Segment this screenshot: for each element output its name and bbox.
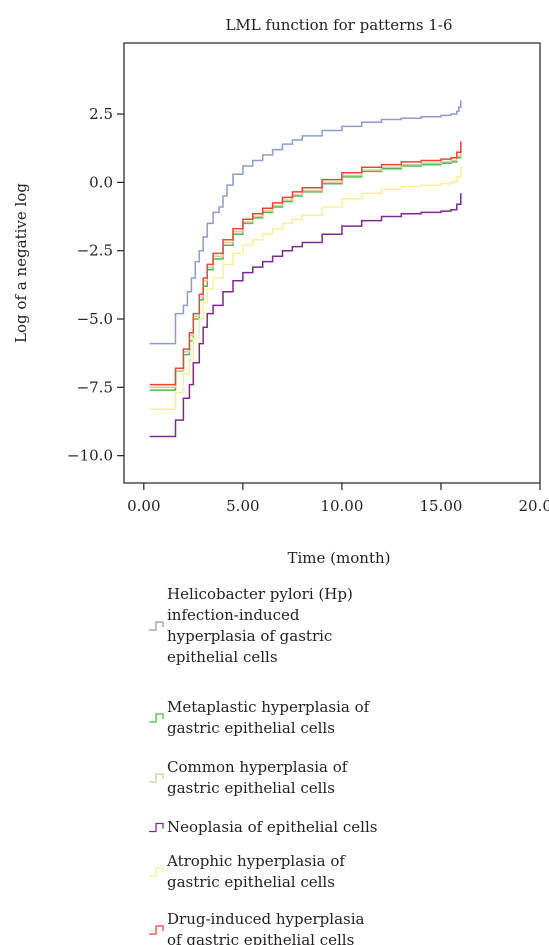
y-axis-title: Log of a negative log: [12, 183, 30, 343]
legend-key-1: [149, 621, 164, 631]
x-tick-label: 20.00: [519, 497, 549, 515]
legend-key-6: [149, 925, 164, 935]
legend: Helicobacter pylori (Hp) infection-induce…: [149, 585, 377, 945]
y-tick-label: 2.5: [89, 105, 113, 123]
legend-label-1: epithelial cells: [167, 648, 278, 666]
legend-key-4: [149, 822, 164, 833]
series-line-4: [149, 193, 462, 438]
plot-area: [123, 42, 541, 484]
x-tick-label: 5.00: [226, 497, 259, 515]
y-tick-label: −10.0: [67, 447, 113, 465]
legend-label-1: infection-induced: [167, 606, 300, 624]
series-line-2: [149, 149, 462, 391]
series-layer: [149, 100, 462, 438]
x-axis: 0.00 5.00 10.00 15.00 20.00: [127, 483, 549, 515]
y-tick-label: −2.5: [77, 242, 113, 260]
x-tick-label: 0.00: [127, 497, 160, 515]
series-line-5: [149, 166, 462, 410]
legend-label-1: Helicobacter pylori (Hp): [167, 585, 353, 603]
legend-label-6: Drug-induced hyperplasia: [167, 910, 365, 928]
series-line-3: [149, 146, 462, 389]
y-axis: 2.5 0.0 −2.5 −5.0 −7.5 −10.0: [67, 105, 124, 465]
y-tick-label: −7.5: [77, 378, 113, 396]
legend-key-2: [149, 713, 164, 723]
legend-label-4: Neoplasia of epithelial cells: [167, 818, 377, 836]
legend-label-5: Atrophic hyperplasia of: [166, 852, 346, 870]
legend-label-1: hyperplasia of gastric: [167, 627, 332, 645]
series-line-1: [149, 100, 462, 345]
legend-key-3: [149, 773, 164, 783]
y-tick-label: −5.0: [77, 310, 113, 328]
legend-label-3: Common hyperplasia of: [167, 758, 349, 776]
legend-label-3: gastric epithelial cells: [167, 779, 335, 797]
legend-label-2: Metaplastic hyperplasia of: [167, 698, 371, 716]
legend-label-6: of gastric epithelial cells: [167, 931, 354, 945]
legend-key-5: [149, 867, 164, 877]
y-tick-label: 0.0: [89, 173, 113, 191]
series-line-6: [149, 141, 462, 386]
legend-label-2: gastric epithelial cells: [167, 719, 335, 737]
x-tick-label: 10.00: [320, 497, 363, 515]
chart-title: LML function for patterns 1-6: [225, 16, 452, 34]
legend-label-5: gastric epithelial cells: [167, 873, 335, 891]
x-axis-title: Time (month): [288, 549, 391, 567]
x-tick-label: 15.00: [419, 497, 462, 515]
